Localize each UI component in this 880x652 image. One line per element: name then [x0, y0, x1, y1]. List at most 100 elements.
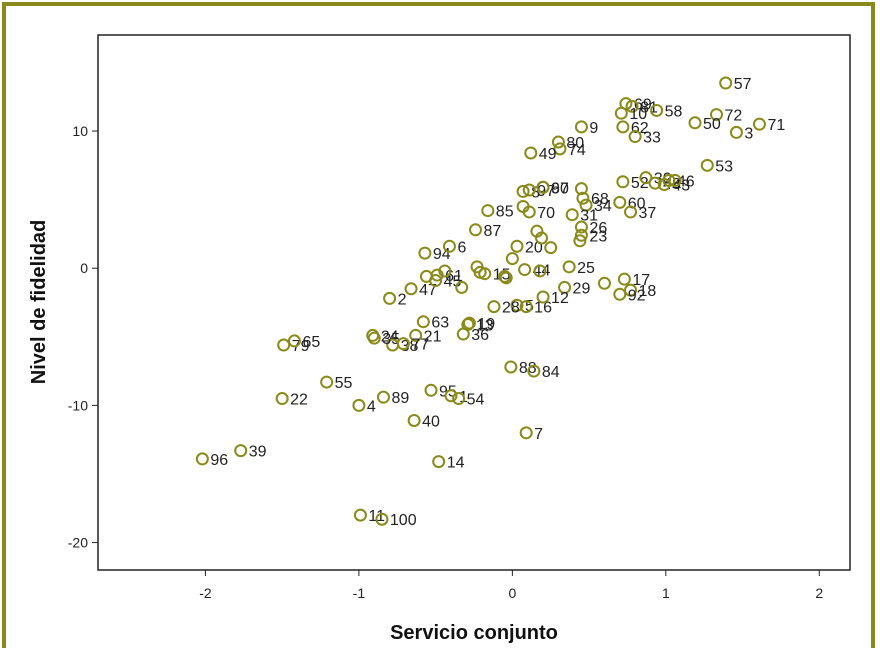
point-label: 5 — [525, 298, 534, 315]
scatter-point — [320, 375, 334, 389]
scatter-point — [469, 223, 483, 237]
scatter-point — [396, 337, 410, 351]
point-label: 72 — [724, 108, 742, 125]
point-label: 28 — [502, 300, 520, 317]
point-label: 37 — [639, 205, 657, 222]
point-label: 50 — [703, 116, 721, 133]
point-label: 8 — [531, 184, 540, 201]
scatter-point — [709, 108, 723, 122]
scatter-point — [576, 191, 590, 205]
point-label: 58 — [665, 103, 683, 120]
point-label: 14 — [447, 455, 465, 472]
scatter-point — [574, 220, 588, 234]
scatter-point — [462, 316, 476, 330]
scatter-point — [516, 184, 530, 198]
point-label: 21 — [424, 328, 442, 345]
point-label: 20 — [525, 239, 543, 256]
point-label: 40 — [422, 413, 440, 430]
scatter-point — [438, 264, 452, 278]
point-label: 23 — [589, 228, 607, 245]
scatter-point — [558, 280, 572, 294]
point-label: 68 — [591, 191, 609, 208]
point-label: 90 — [551, 180, 569, 197]
scatter-point — [657, 178, 671, 192]
scatter-point — [367, 331, 381, 345]
point-label: 13 — [476, 317, 494, 334]
point-label: 39 — [249, 444, 267, 461]
scatter-point — [616, 120, 630, 134]
scatter-point — [375, 512, 389, 526]
scatter-point — [639, 171, 653, 185]
point-label: 47 — [419, 282, 437, 299]
point-label: 62 — [631, 120, 649, 137]
scatter-point — [650, 103, 664, 117]
point-label: 26 — [589, 220, 607, 237]
point-label: 74 — [568, 142, 586, 159]
point-label: 84 — [542, 364, 560, 381]
scatter-point — [195, 452, 209, 466]
point-label: 89 — [391, 390, 409, 407]
scatter-point — [432, 455, 446, 469]
x-tick-label: -2 — [199, 585, 212, 601]
point-label: 7 — [534, 426, 543, 443]
point-label: 92 — [628, 287, 646, 304]
scatter-point — [579, 198, 593, 212]
scatter-point — [519, 426, 533, 440]
scatter-point — [419, 269, 433, 283]
y-axis: -20 -10 0 10 — [68, 123, 98, 551]
point-label: 9 — [589, 120, 598, 137]
x-axis: -2 -1 0 1 2 — [199, 570, 823, 601]
plot-area — [97, 34, 851, 571]
point-label: 85 — [496, 204, 514, 221]
point-label: 10 — [629, 106, 647, 123]
point-label: 80 — [566, 135, 584, 152]
scatter-point — [625, 99, 639, 113]
scatter-point — [668, 173, 682, 187]
point-label: 57 — [734, 76, 752, 93]
scatter-point — [416, 315, 430, 329]
y-tick-label: -10 — [68, 397, 88, 413]
point-label: 53 — [715, 158, 733, 175]
scatter-point — [442, 239, 456, 253]
scatter-point — [688, 116, 702, 130]
point-label: 33 — [643, 130, 661, 147]
scatter-point — [616, 175, 630, 189]
scatter-point — [617, 272, 631, 286]
scatter-point — [551, 135, 565, 149]
point-label: 36 — [471, 327, 489, 344]
x-tick-label: 0 — [508, 585, 516, 601]
scatter-point — [518, 263, 532, 277]
point-label: 18 — [639, 283, 657, 300]
point-label: 38 — [401, 338, 419, 355]
scatter-point — [444, 389, 458, 403]
scatter-point — [574, 182, 588, 196]
scatter-point — [473, 265, 487, 279]
point-label: 3 — [744, 125, 753, 142]
point-label: 17 — [632, 272, 650, 289]
scatter-point — [624, 205, 638, 219]
point-label: 96 — [210, 452, 228, 469]
point-label: 67 — [551, 180, 569, 197]
point-label: 6 — [457, 239, 466, 256]
point-label: 81 — [640, 99, 658, 116]
point-label: 65 — [302, 334, 320, 351]
scatter-point — [752, 117, 766, 131]
scatter-point — [613, 287, 627, 301]
point-label: 69 — [634, 97, 652, 114]
scatter-point — [628, 130, 642, 144]
point-label: 88 — [519, 360, 537, 377]
point-label: 71 — [767, 117, 785, 134]
scatter-point — [524, 146, 538, 160]
scatter-point — [729, 125, 743, 139]
y-tick-label: 10 — [72, 123, 88, 139]
scatter-point — [565, 208, 579, 222]
point-label: 12 — [551, 290, 569, 307]
scatter-point — [456, 327, 470, 341]
point-label: 2 — [398, 291, 407, 308]
scatter-point — [522, 183, 536, 197]
point-label: 87 — [484, 223, 502, 240]
scatter-point — [536, 290, 550, 304]
point-label: 22 — [290, 392, 308, 409]
